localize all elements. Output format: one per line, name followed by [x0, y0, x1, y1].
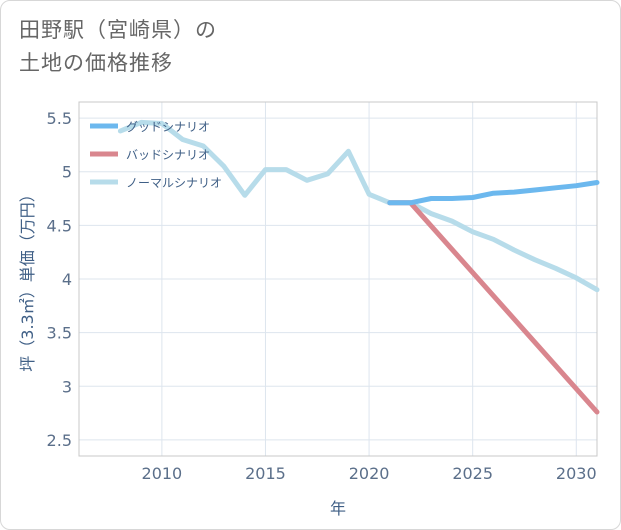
- series-layer: [117, 119, 600, 415]
- series-line-1: [387, 180, 600, 206]
- plot-area: [78, 101, 598, 457]
- title-line-2: 土地の価格推移: [19, 51, 173, 75]
- x-tick-label: 2030: [556, 464, 597, 483]
- y-tick-label: 2.5: [47, 431, 72, 450]
- legend-label: ノーマルシナリオ: [126, 176, 222, 190]
- y-axis-label: 坪（3.3㎡）単価（万円）: [18, 186, 37, 371]
- y-tick-label: 3.5: [47, 324, 72, 343]
- x-tick-label: 2020: [349, 464, 390, 483]
- y-tick-label: 4.5: [47, 216, 72, 235]
- chart-title: 田野駅（宮崎県）の 土地の価格推移: [19, 14, 217, 80]
- tick-labels: 2.5 3 3.5 4 4.5 5 5.5 2010 2015 2020 2025 2030: [47, 109, 597, 483]
- legend-label: バッドシナリオ: [126, 148, 210, 162]
- y-tick-label: 3: [62, 377, 72, 396]
- x-tick-label: 2010: [142, 464, 183, 483]
- y-tick-label: 5.5: [47, 109, 72, 128]
- y-tick-label: 4: [62, 270, 72, 289]
- legend-label: グッドシナリオ: [126, 120, 210, 134]
- x-tick-label: 2025: [452, 464, 493, 483]
- series-line-2: [387, 200, 600, 415]
- x-axis-label: 年: [330, 499, 346, 518]
- x-tick-label: 2015: [245, 464, 286, 483]
- title-line-1: 田野駅（宮崎県）の: [19, 18, 217, 42]
- y-tick-label: 5: [62, 163, 72, 182]
- series-line-3: [117, 119, 600, 293]
